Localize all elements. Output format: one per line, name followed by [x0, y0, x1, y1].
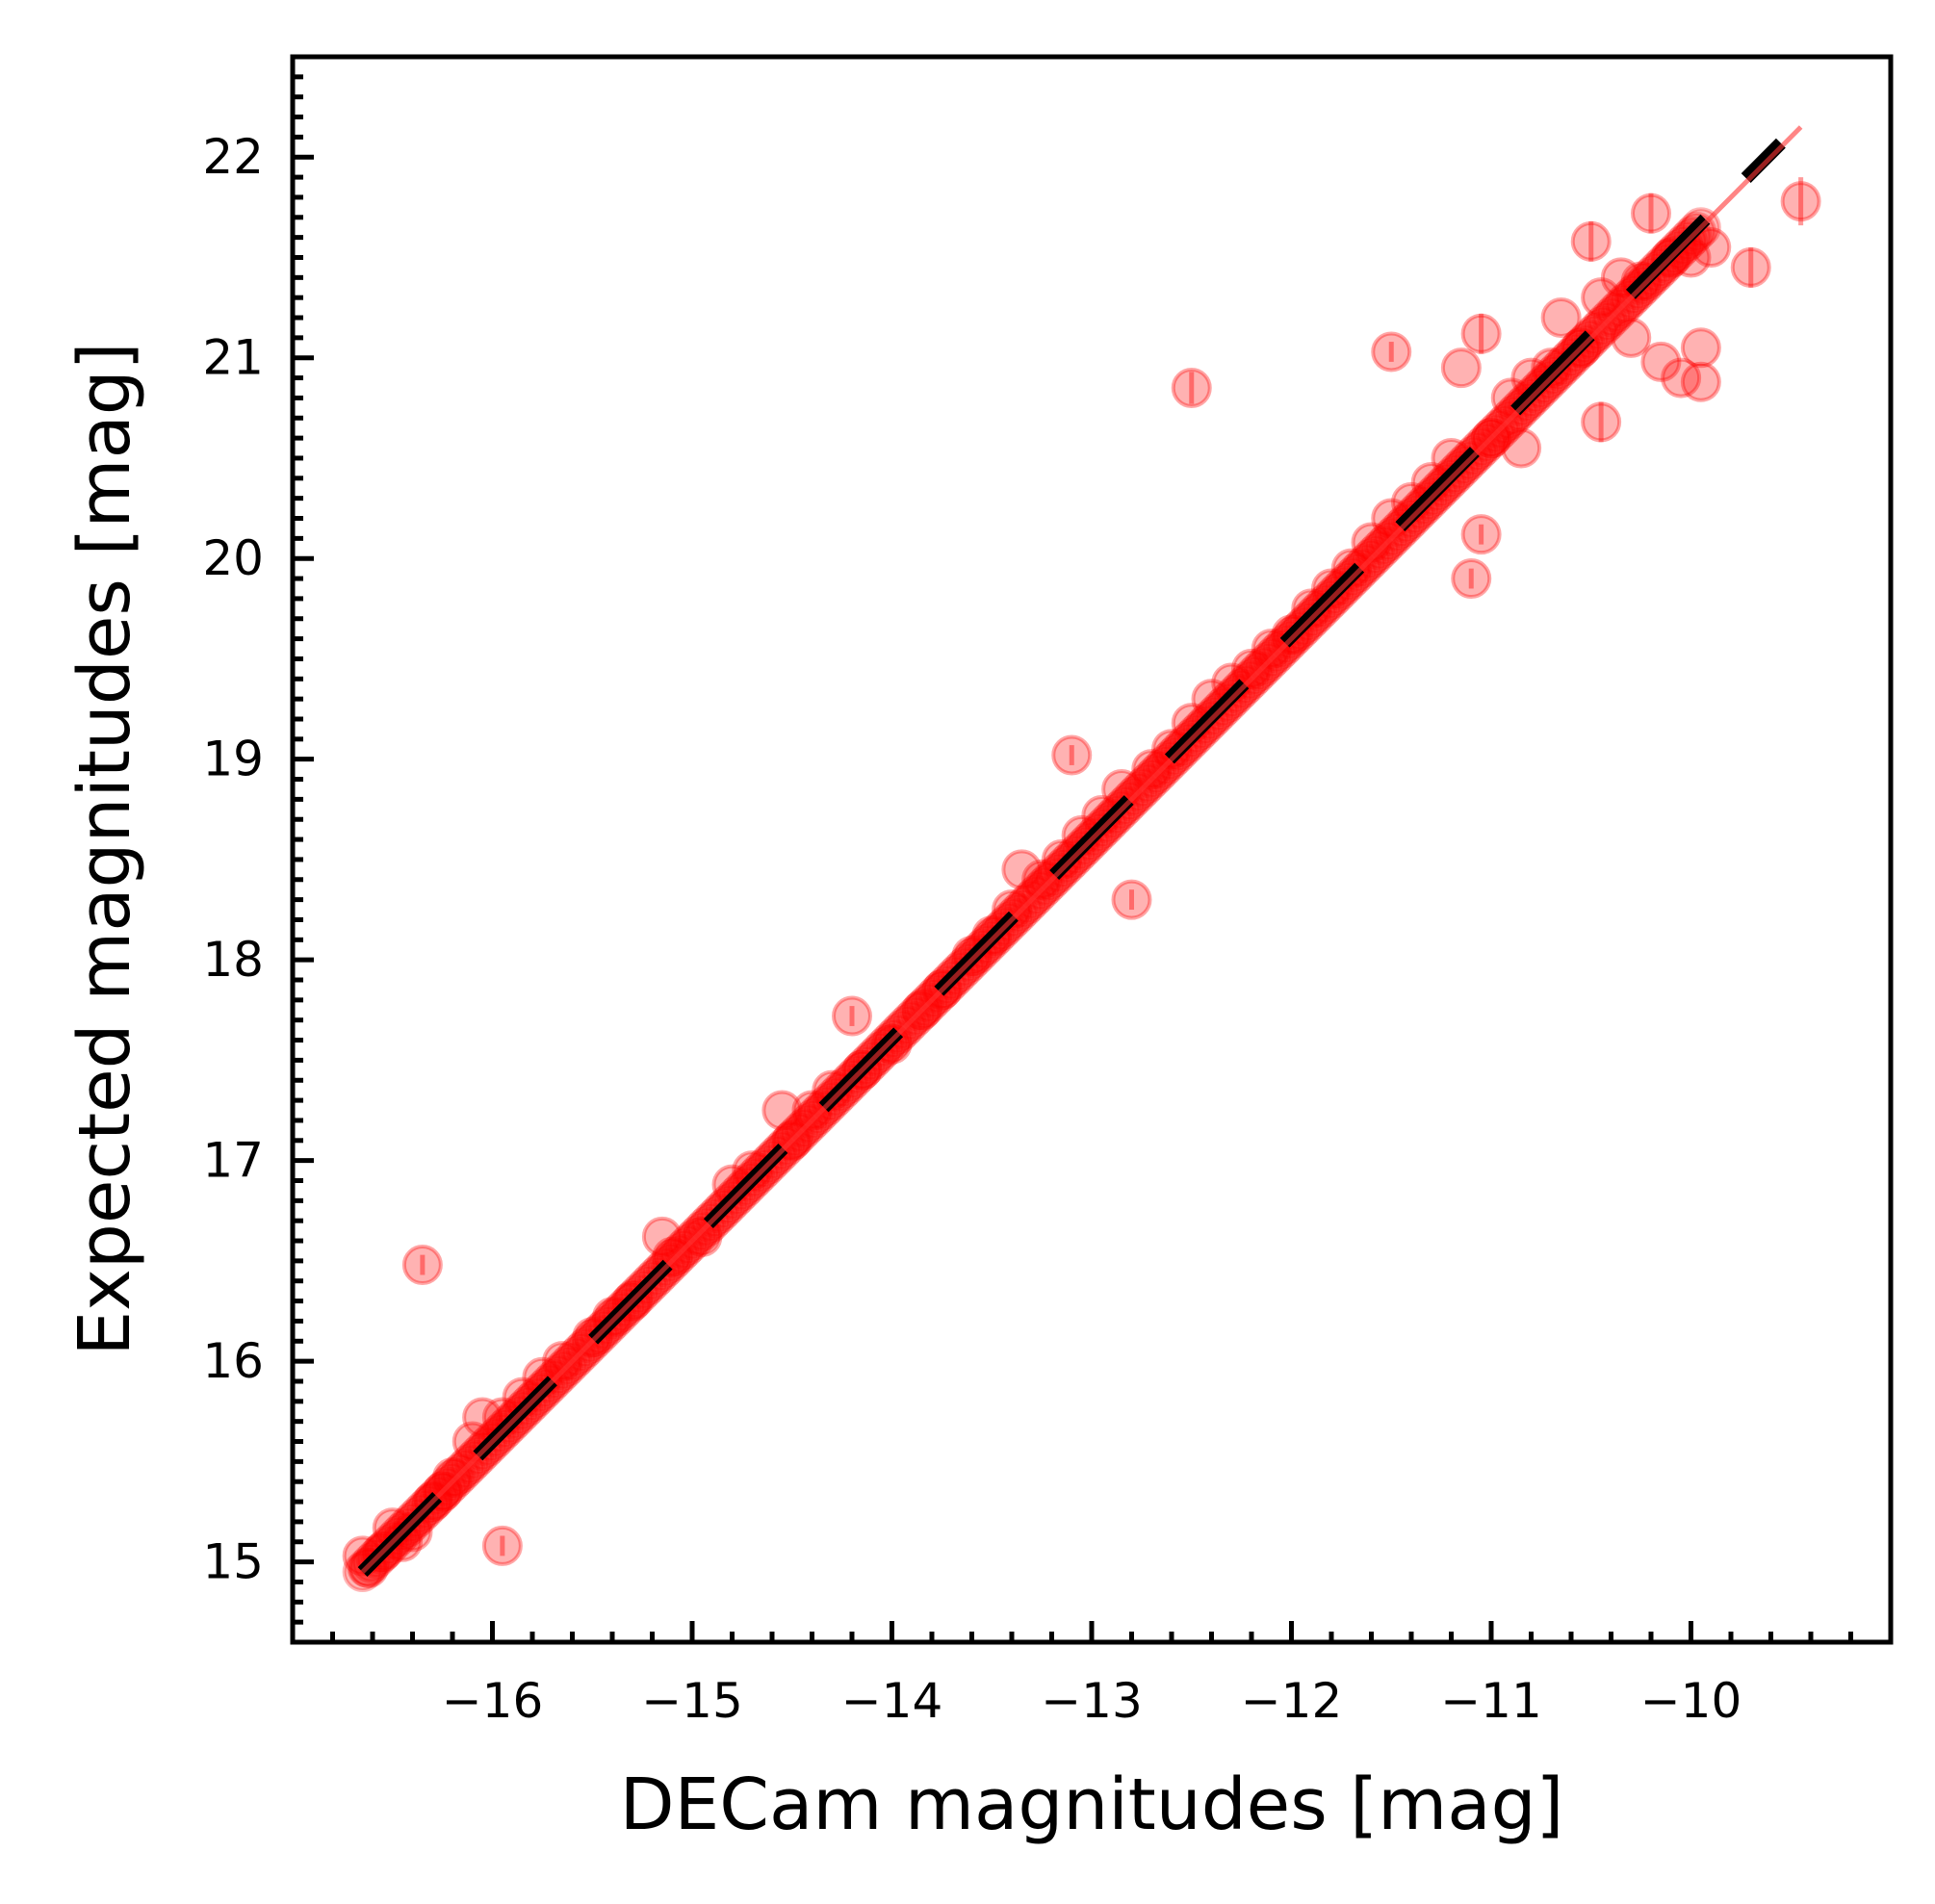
x-tick-label: −16: [442, 1673, 544, 1729]
data-points-layer: [342, 177, 1821, 1593]
data-point: [832, 995, 872, 1037]
data-point: [1780, 181, 1821, 222]
data-point: [1570, 220, 1612, 262]
x-tick-label: −11: [1440, 1673, 1542, 1729]
data-point: [1111, 879, 1152, 920]
y-tick-label: 15: [202, 1534, 264, 1590]
fit-line: [360, 125, 1803, 1574]
reference-lines-layer: [357, 125, 1803, 1577]
data-point: [1680, 361, 1721, 402]
y-tick-label: 16: [202, 1333, 264, 1389]
data-point: [1690, 227, 1732, 269]
data-point: [1640, 341, 1682, 382]
y-tick-label: 18: [202, 932, 264, 988]
y-tick-label: 20: [202, 530, 264, 586]
data-point: [1371, 331, 1412, 373]
y-axis-label: Expected magnitudes [mag]: [64, 342, 146, 1355]
data-point: [1540, 297, 1582, 339]
data-point: [401, 1245, 443, 1286]
data-point: [1001, 849, 1043, 890]
data-point: [641, 1216, 683, 1257]
data-point: [1460, 514, 1502, 555]
data-point: [1581, 277, 1622, 319]
data-point: [432, 1457, 473, 1499]
data-point: [1730, 246, 1771, 288]
data-point: [1231, 648, 1272, 689]
x-tick-label: −14: [841, 1673, 943, 1729]
x-tick-label: −13: [1041, 1673, 1143, 1729]
y-tick-label: 22: [202, 129, 264, 185]
data-point: [761, 1090, 803, 1131]
data-point: [1051, 734, 1093, 776]
axis-ticks-layer: [290, 54, 1894, 1645]
data-point: [1501, 427, 1542, 469]
data-point: [462, 1397, 503, 1438]
tick-labels-layer: −16 −15 −14 −13 −12 −11 −10 15 16 17 18 19 20 21 22: [202, 129, 1742, 1729]
data-point: [542, 1341, 583, 1382]
x-tick-label: −15: [641, 1673, 743, 1729]
data-point: [682, 1216, 723, 1257]
data-point: [1440, 347, 1482, 389]
x-tick-label: −10: [1640, 1673, 1742, 1729]
x-axis-label: DECam magnitudes [mag]: [620, 1763, 1564, 1846]
data-point: [1251, 629, 1292, 670]
data-point: [1451, 558, 1492, 600]
data-point: [1611, 317, 1652, 358]
data-point: [1171, 367, 1212, 408]
data-point: [1631, 193, 1671, 234]
x-tick-label: −12: [1241, 1673, 1343, 1729]
y-tick-label: 17: [202, 1133, 264, 1189]
data-point: [1131, 749, 1173, 790]
data-point: [1460, 313, 1502, 354]
y-tick-label: 19: [202, 732, 264, 787]
y-tick-label: 21: [202, 330, 264, 386]
data-point: [1581, 401, 1622, 443]
data-point: [481, 1525, 523, 1566]
data-point: [1680, 327, 1721, 369]
data-point: [1661, 357, 1702, 399]
